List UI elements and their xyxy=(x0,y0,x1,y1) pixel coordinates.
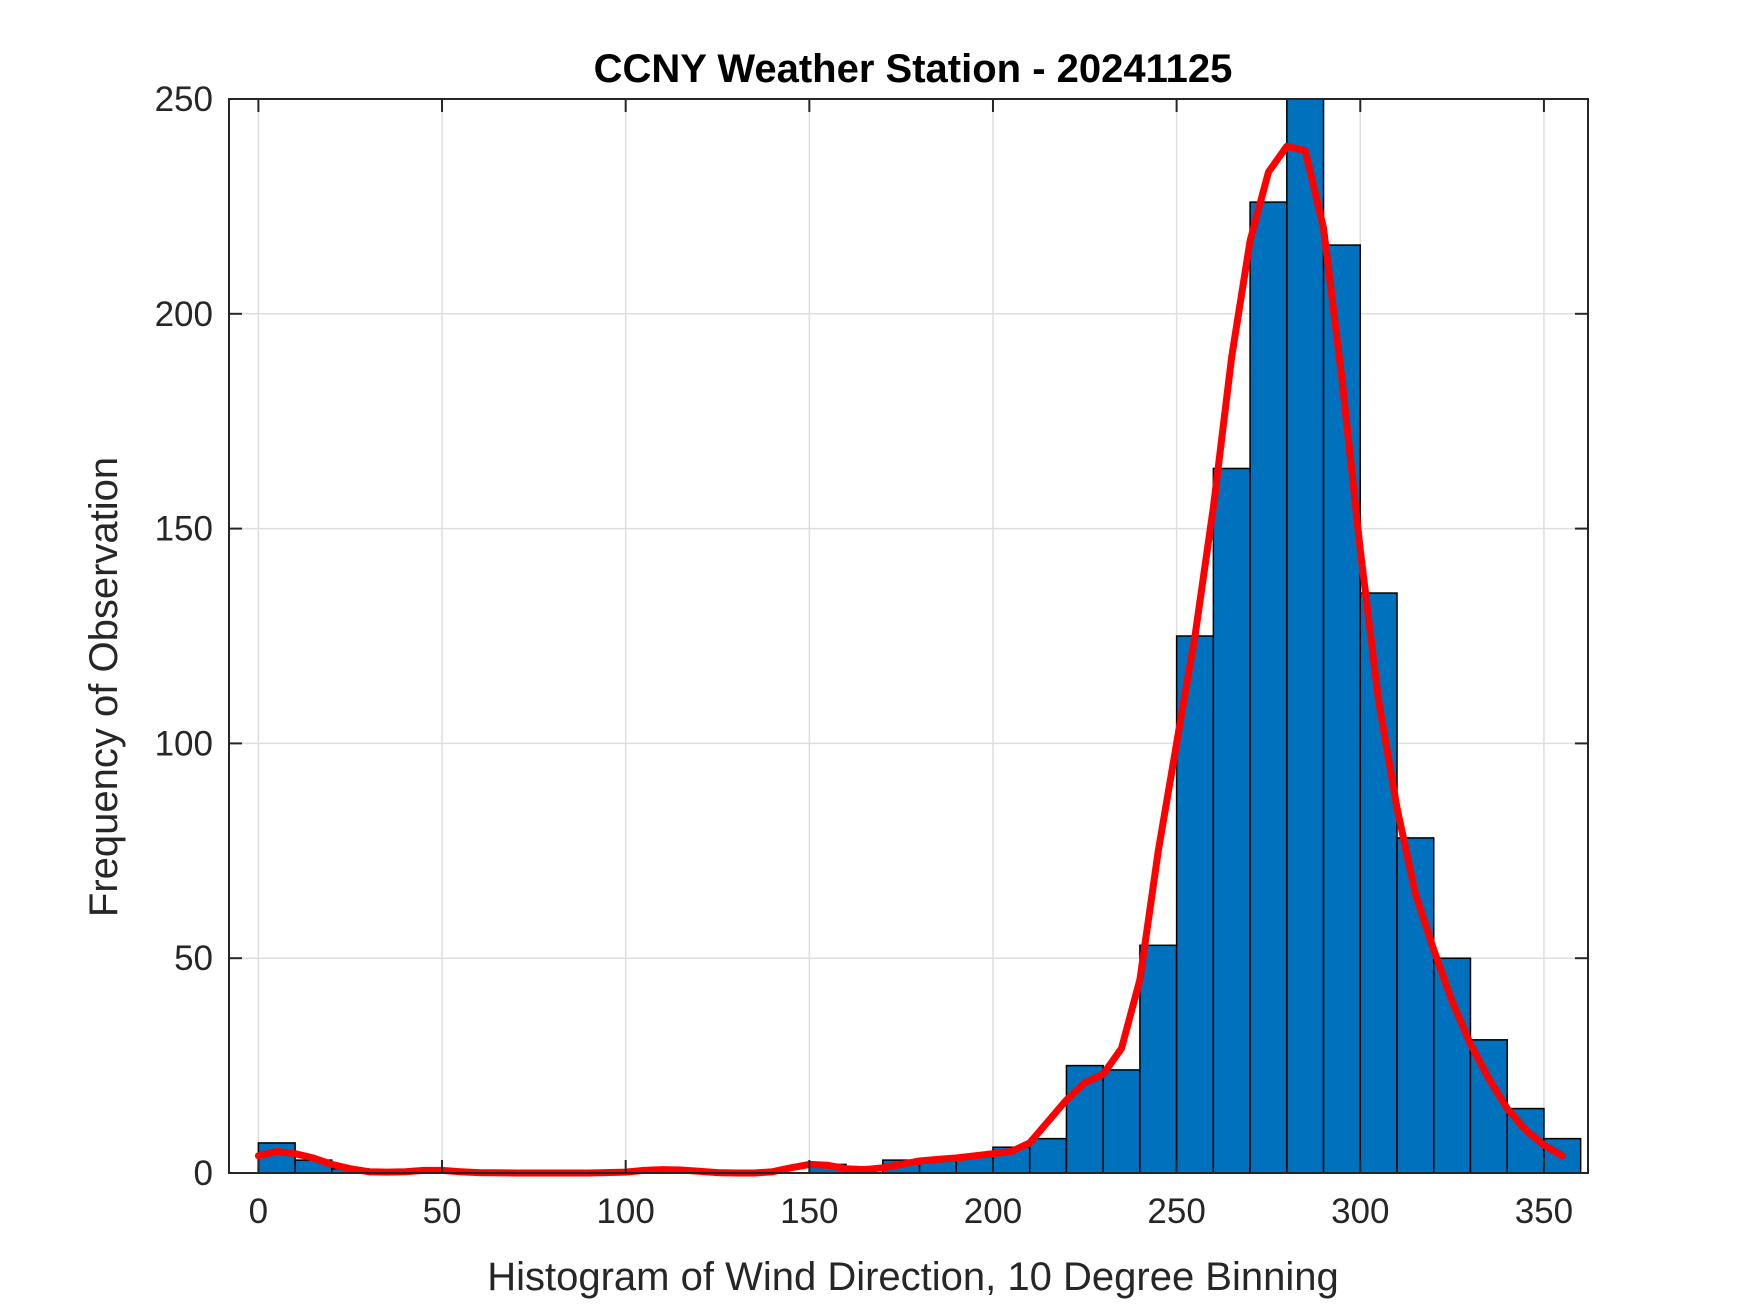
x-tick-label: 300 xyxy=(1331,1192,1389,1231)
histogram-bar-260 xyxy=(1212,467,1251,1174)
x-axis-label: Histogram of Wind Direction, 10 Degree B… xyxy=(487,1255,1339,1299)
histogram-bar-280 xyxy=(1286,98,1325,1174)
chart-title: CCNY Weather Station - 20241125 xyxy=(594,47,1233,91)
y-tick-label: 250 xyxy=(155,80,213,119)
x-tick-label: 100 xyxy=(596,1192,654,1231)
histogram-bar-270 xyxy=(1249,201,1288,1174)
axes-box xyxy=(228,98,1589,1174)
density-curve-group xyxy=(254,142,1566,1177)
histogram-bar-230 xyxy=(1102,1069,1141,1174)
histogram-bar-210 xyxy=(1028,1137,1068,1174)
x-tick-label: 150 xyxy=(780,1192,838,1231)
axis-ticks: 0 50 100 150 200 250 300 350 0 50 100 150 200 250 xyxy=(155,80,1588,1231)
y-tick-label: 0 xyxy=(194,1154,213,1193)
x-tick-label: 250 xyxy=(1147,1192,1205,1231)
x-tick-label: 350 xyxy=(1515,1192,1573,1231)
y-axis-label: Frequency of Observation xyxy=(82,457,126,917)
x-tick-label: 50 xyxy=(423,1192,462,1231)
x-tick-label: 0 xyxy=(249,1192,268,1231)
y-tick-label: 100 xyxy=(155,724,213,763)
y-tick-label: 150 xyxy=(155,510,213,549)
density-curve xyxy=(254,142,1566,1177)
histogram-bar-240 xyxy=(1139,944,1178,1174)
y-tick-label: 50 xyxy=(174,939,213,978)
histogram-bar-320 xyxy=(1432,957,1472,1174)
x-tick-label: 200 xyxy=(964,1192,1022,1231)
y-tick-label: 200 xyxy=(155,295,213,334)
